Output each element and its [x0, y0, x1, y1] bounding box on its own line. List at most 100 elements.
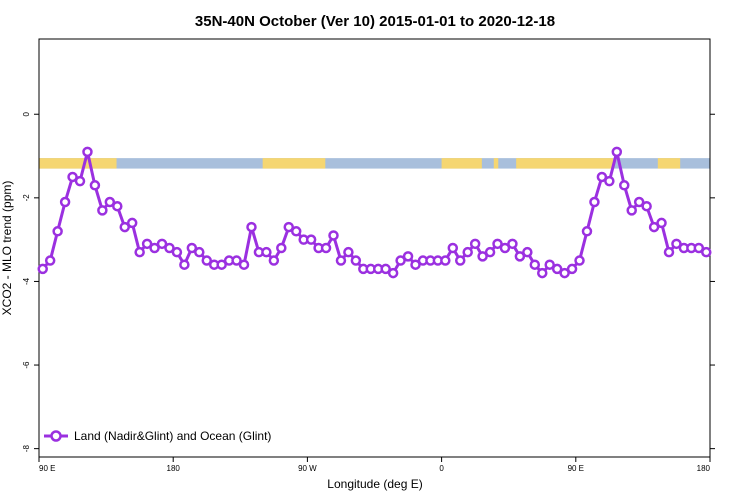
data-point [134, 246, 145, 258]
data-point [387, 267, 399, 279]
data-point [328, 230, 339, 241]
x-tick-label: 180 [697, 464, 711, 473]
data-point [507, 238, 518, 250]
data-point [44, 255, 56, 266]
data-point [566, 263, 578, 275]
data-point [522, 246, 533, 258]
data-point [671, 238, 682, 250]
data-point [104, 196, 116, 208]
data-point [186, 242, 198, 254]
data-point [59, 196, 71, 208]
data-point [514, 251, 526, 262]
x-tick-label: 90 W [298, 464, 317, 473]
data-point [283, 221, 295, 233]
x-tick-label: 90 E [568, 464, 584, 473]
data-point [380, 263, 391, 275]
data-point [119, 221, 130, 233]
land-band-segment [262, 158, 326, 169]
data-point [89, 180, 101, 191]
land-band-segment [516, 158, 614, 169]
legend-label: Land (Nadir&Glint) and Ocean (Glint) [74, 429, 271, 443]
data-point [663, 246, 675, 258]
y-tick-label: -6 [22, 361, 31, 369]
data-point [194, 246, 205, 258]
y-tick-label: -8 [22, 445, 31, 453]
data-point [149, 242, 160, 254]
y-tick-label: -4 [22, 277, 31, 285]
data-point [626, 205, 637, 216]
data-point [238, 259, 250, 270]
data-point [499, 242, 511, 254]
y-axis: 0 -2 -4 -6 -8 [22, 111, 715, 452]
data-point [320, 242, 332, 254]
surface-band [39, 158, 710, 169]
data-point [201, 255, 212, 266]
data-point [477, 251, 488, 262]
data-point [74, 175, 86, 187]
data-point [268, 255, 280, 266]
data-point [231, 255, 242, 266]
data-point [633, 196, 645, 208]
series-line-group [37, 146, 712, 279]
data-point [97, 205, 108, 216]
data-point [484, 246, 496, 258]
data-point [454, 255, 466, 266]
data-point [141, 238, 153, 250]
data-point [551, 263, 563, 275]
data-point [596, 171, 608, 183]
chart-title: 35N-40N October (Ver 10) 2015-01-01 to 2… [195, 13, 555, 30]
data-point [537, 267, 548, 279]
data-point [544, 259, 555, 270]
data-point [395, 255, 406, 266]
y-axis-label: XCO2 - MLO trend (ppm) [0, 181, 14, 316]
plot-frame [38, 38, 711, 458]
land-band-segment [441, 158, 482, 169]
data-point [37, 263, 48, 275]
data-point [574, 255, 585, 266]
data-point [641, 200, 652, 212]
data-point [469, 238, 481, 250]
data-point [581, 226, 593, 237]
data-point [492, 238, 503, 250]
x-axis: 90 E 180 90 W 0 90 E 180 [38, 457, 711, 473]
y-tick-label: -2 [22, 194, 31, 202]
data-point [67, 171, 78, 183]
data-point [589, 196, 600, 208]
data-point [305, 234, 317, 245]
data-point [179, 259, 190, 270]
data-point [410, 259, 421, 270]
data-point [350, 255, 362, 266]
legend-marker-swatch [50, 430, 62, 442]
data-point [290, 226, 302, 237]
data-point [440, 255, 451, 266]
data-point [529, 259, 541, 270]
data-point [656, 217, 667, 229]
data-point [126, 217, 138, 229]
data-point [246, 221, 257, 233]
data-point [82, 146, 93, 158]
data-point [447, 242, 459, 254]
data-point [156, 238, 168, 250]
data-point [462, 246, 473, 258]
data-point [611, 146, 623, 158]
data-point [619, 180, 630, 191]
data-point [693, 242, 705, 254]
data-point [335, 255, 347, 266]
data-point [343, 246, 354, 258]
data-point [402, 251, 414, 262]
x-tick-label: 0 [439, 464, 444, 473]
data-point [604, 175, 615, 187]
legend: Land (Nadir&Glint) and Ocean (Glint) [44, 429, 271, 443]
data-point [171, 246, 183, 258]
data-point [648, 221, 660, 233]
land-band-segment [657, 158, 681, 169]
x-tick-label: 90 E [39, 464, 55, 473]
x-axis-label: Longitude (deg E) [327, 477, 422, 491]
data-point [164, 242, 175, 254]
land-band-segment [39, 158, 117, 169]
data-point [112, 200, 123, 212]
data-point [261, 246, 272, 258]
data-point [701, 246, 712, 258]
ocean-band [39, 158, 710, 169]
